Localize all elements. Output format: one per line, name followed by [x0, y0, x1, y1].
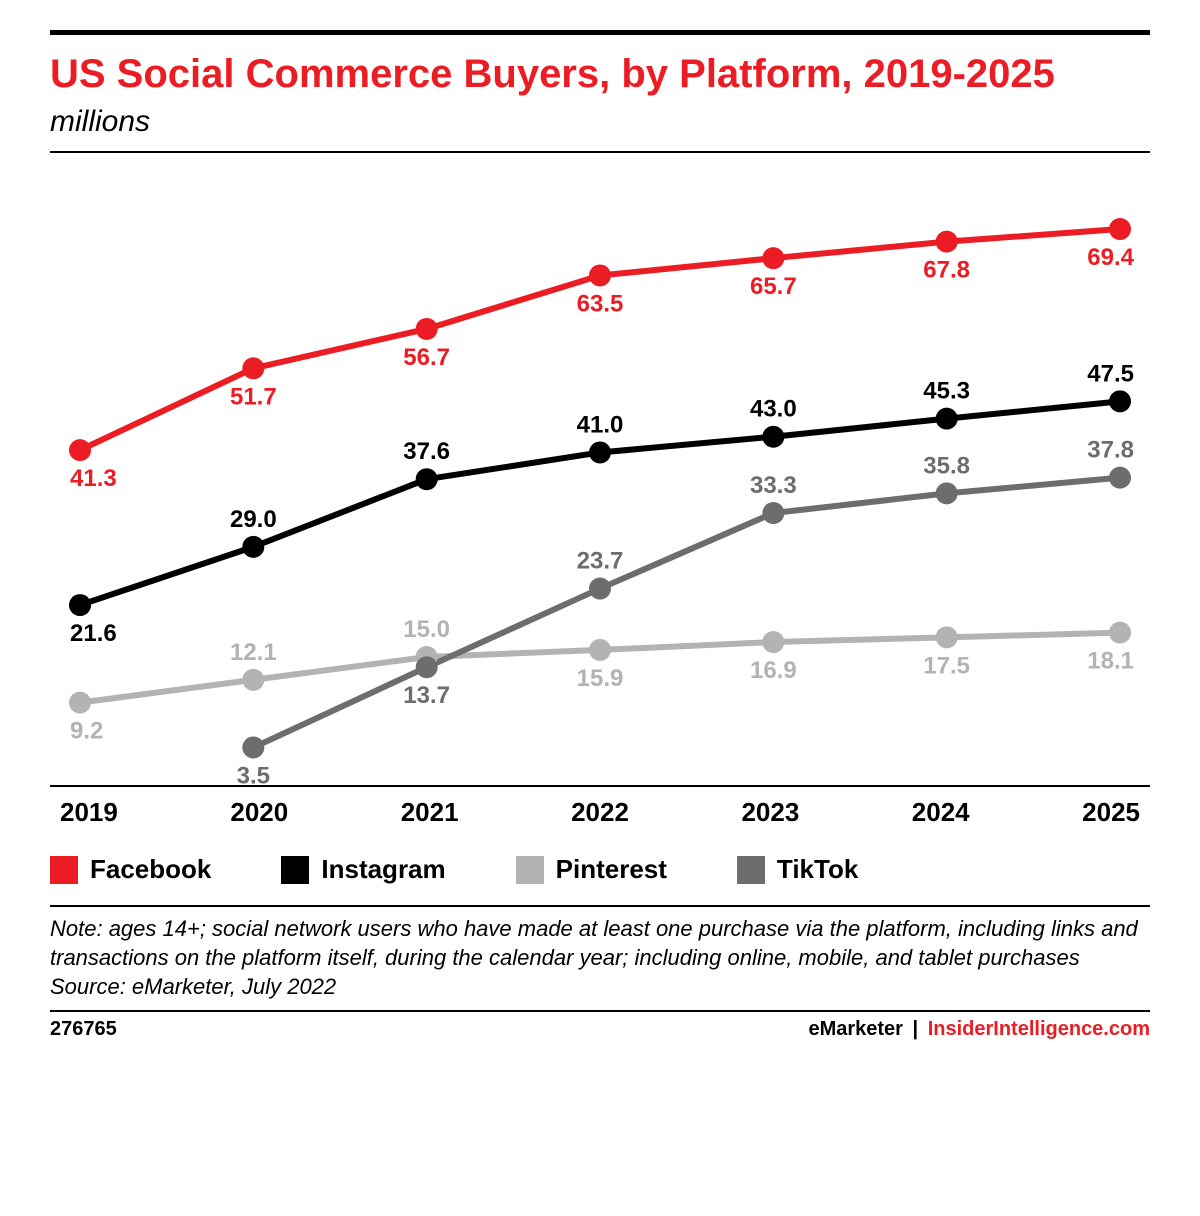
data-label: 3.5 — [237, 762, 270, 785]
marker-facebook — [69, 439, 91, 461]
marker-pinterest — [589, 639, 611, 661]
marker-instagram — [242, 536, 264, 558]
data-label: 43.0 — [750, 396, 797, 423]
x-tick-label: 2023 — [741, 797, 799, 828]
marker-tiktok — [762, 502, 784, 524]
marker-facebook — [1109, 218, 1131, 240]
data-label: 51.7 — [230, 383, 277, 410]
marker-tiktok — [416, 656, 438, 678]
marker-instagram — [762, 426, 784, 448]
line-chart-svg: 41.3 51.7 56.7 63.5 65.7 67.8 69.4 21.6 29.0 37.6… — [50, 165, 1150, 785]
legend-item-facebook: Facebook — [50, 854, 211, 885]
legend-item-pinterest: Pinterest — [516, 854, 667, 885]
x-tick-label: 2020 — [230, 797, 288, 828]
data-label: 41.3 — [70, 465, 117, 492]
marker-tiktok — [589, 578, 611, 600]
data-label: 37.8 — [1087, 437, 1134, 464]
marker-tiktok — [936, 482, 958, 504]
data-label: 17.5 — [923, 652, 970, 679]
data-label: 9.2 — [70, 718, 103, 745]
chart-container: US Social Commerce Buyers, by Platform, … — [0, 0, 1200, 1216]
data-label: 45.3 — [923, 378, 970, 405]
chart-subtitle: millions — [50, 105, 1150, 139]
note-text: Note: ages 14+; social network users who… — [50, 907, 1150, 972]
legend-label: Facebook — [90, 854, 211, 885]
legend-swatch — [50, 856, 78, 884]
x-tick-label: 2021 — [401, 797, 459, 828]
data-label: 65.7 — [750, 273, 797, 300]
data-label: 15.0 — [403, 616, 450, 643]
data-label: 35.8 — [923, 452, 970, 479]
data-label: 56.7 — [403, 344, 450, 371]
marker-pinterest — [242, 669, 264, 691]
marker-facebook — [589, 264, 611, 286]
footer: 276765 eMarketer | InsiderIntelligence.c… — [50, 1012, 1150, 1041]
marker-instagram — [589, 441, 611, 463]
data-label: 23.7 — [577, 548, 624, 575]
legend-label: Pinterest — [556, 854, 667, 885]
series-line-tiktok — [253, 478, 1120, 748]
marker-pinterest — [762, 631, 784, 653]
footer-id: 276765 — [50, 1018, 117, 1041]
x-tick-label: 2019 — [60, 797, 118, 828]
marker-facebook — [762, 247, 784, 269]
marker-facebook — [936, 231, 958, 253]
x-tick-label: 2025 — [1082, 797, 1140, 828]
data-label: 18.1 — [1087, 648, 1134, 675]
marker-tiktok — [1109, 467, 1131, 489]
data-label: 41.0 — [577, 411, 624, 438]
legend-swatch — [516, 856, 544, 884]
x-tick-label: 2022 — [571, 797, 629, 828]
data-label: 67.8 — [923, 257, 970, 284]
marker-facebook — [242, 357, 264, 379]
legend-item-tiktok: TikTok — [737, 854, 858, 885]
marker-pinterest — [69, 692, 91, 714]
chart-area: 41.3 51.7 56.7 63.5 65.7 67.8 69.4 21.6 29.0 37.6… — [50, 165, 1150, 836]
data-label: 21.6 — [70, 620, 117, 647]
data-label: 15.9 — [577, 665, 624, 692]
data-label: 16.9 — [750, 657, 797, 684]
legend: Facebook Instagram Pinterest TikTok — [50, 836, 1150, 899]
data-label: 37.6 — [403, 438, 450, 465]
data-label: 69.4 — [1087, 244, 1134, 271]
x-axis-labels: 2019 2020 2021 2022 2023 2024 2025 — [50, 787, 1150, 836]
marker-instagram — [1109, 390, 1131, 412]
footer-brands: eMarketer | InsiderIntelligence.com — [808, 1018, 1150, 1041]
data-label: 47.5 — [1087, 360, 1134, 387]
marker-facebook — [416, 318, 438, 340]
subtitle-rule — [50, 151, 1150, 153]
marker-pinterest — [1109, 622, 1131, 644]
marker-instagram — [69, 594, 91, 616]
footer-brand-2: InsiderIntelligence.com — [928, 1018, 1150, 1040]
marker-instagram — [936, 408, 958, 430]
legend-label: TikTok — [777, 854, 858, 885]
data-label: 63.5 — [577, 290, 624, 317]
data-label: 29.0 — [230, 506, 277, 533]
legend-label: Instagram — [321, 854, 445, 885]
legend-swatch — [281, 856, 309, 884]
marker-pinterest — [936, 626, 958, 648]
footer-brand-1: eMarketer — [808, 1018, 903, 1040]
data-label: 13.7 — [403, 682, 450, 709]
data-label: 33.3 — [750, 472, 797, 499]
source-text: Source: eMarketer, July 2022 — [50, 972, 1150, 1000]
marker-tiktok — [242, 736, 264, 758]
top-rule — [50, 30, 1150, 35]
data-label: 12.1 — [230, 639, 277, 666]
legend-swatch — [737, 856, 765, 884]
footer-separator: | — [909, 1018, 923, 1040]
chart-title: US Social Commerce Buyers, by Platform, … — [50, 51, 1150, 97]
legend-item-instagram: Instagram — [281, 854, 445, 885]
marker-instagram — [416, 468, 438, 490]
x-tick-label: 2024 — [912, 797, 970, 828]
